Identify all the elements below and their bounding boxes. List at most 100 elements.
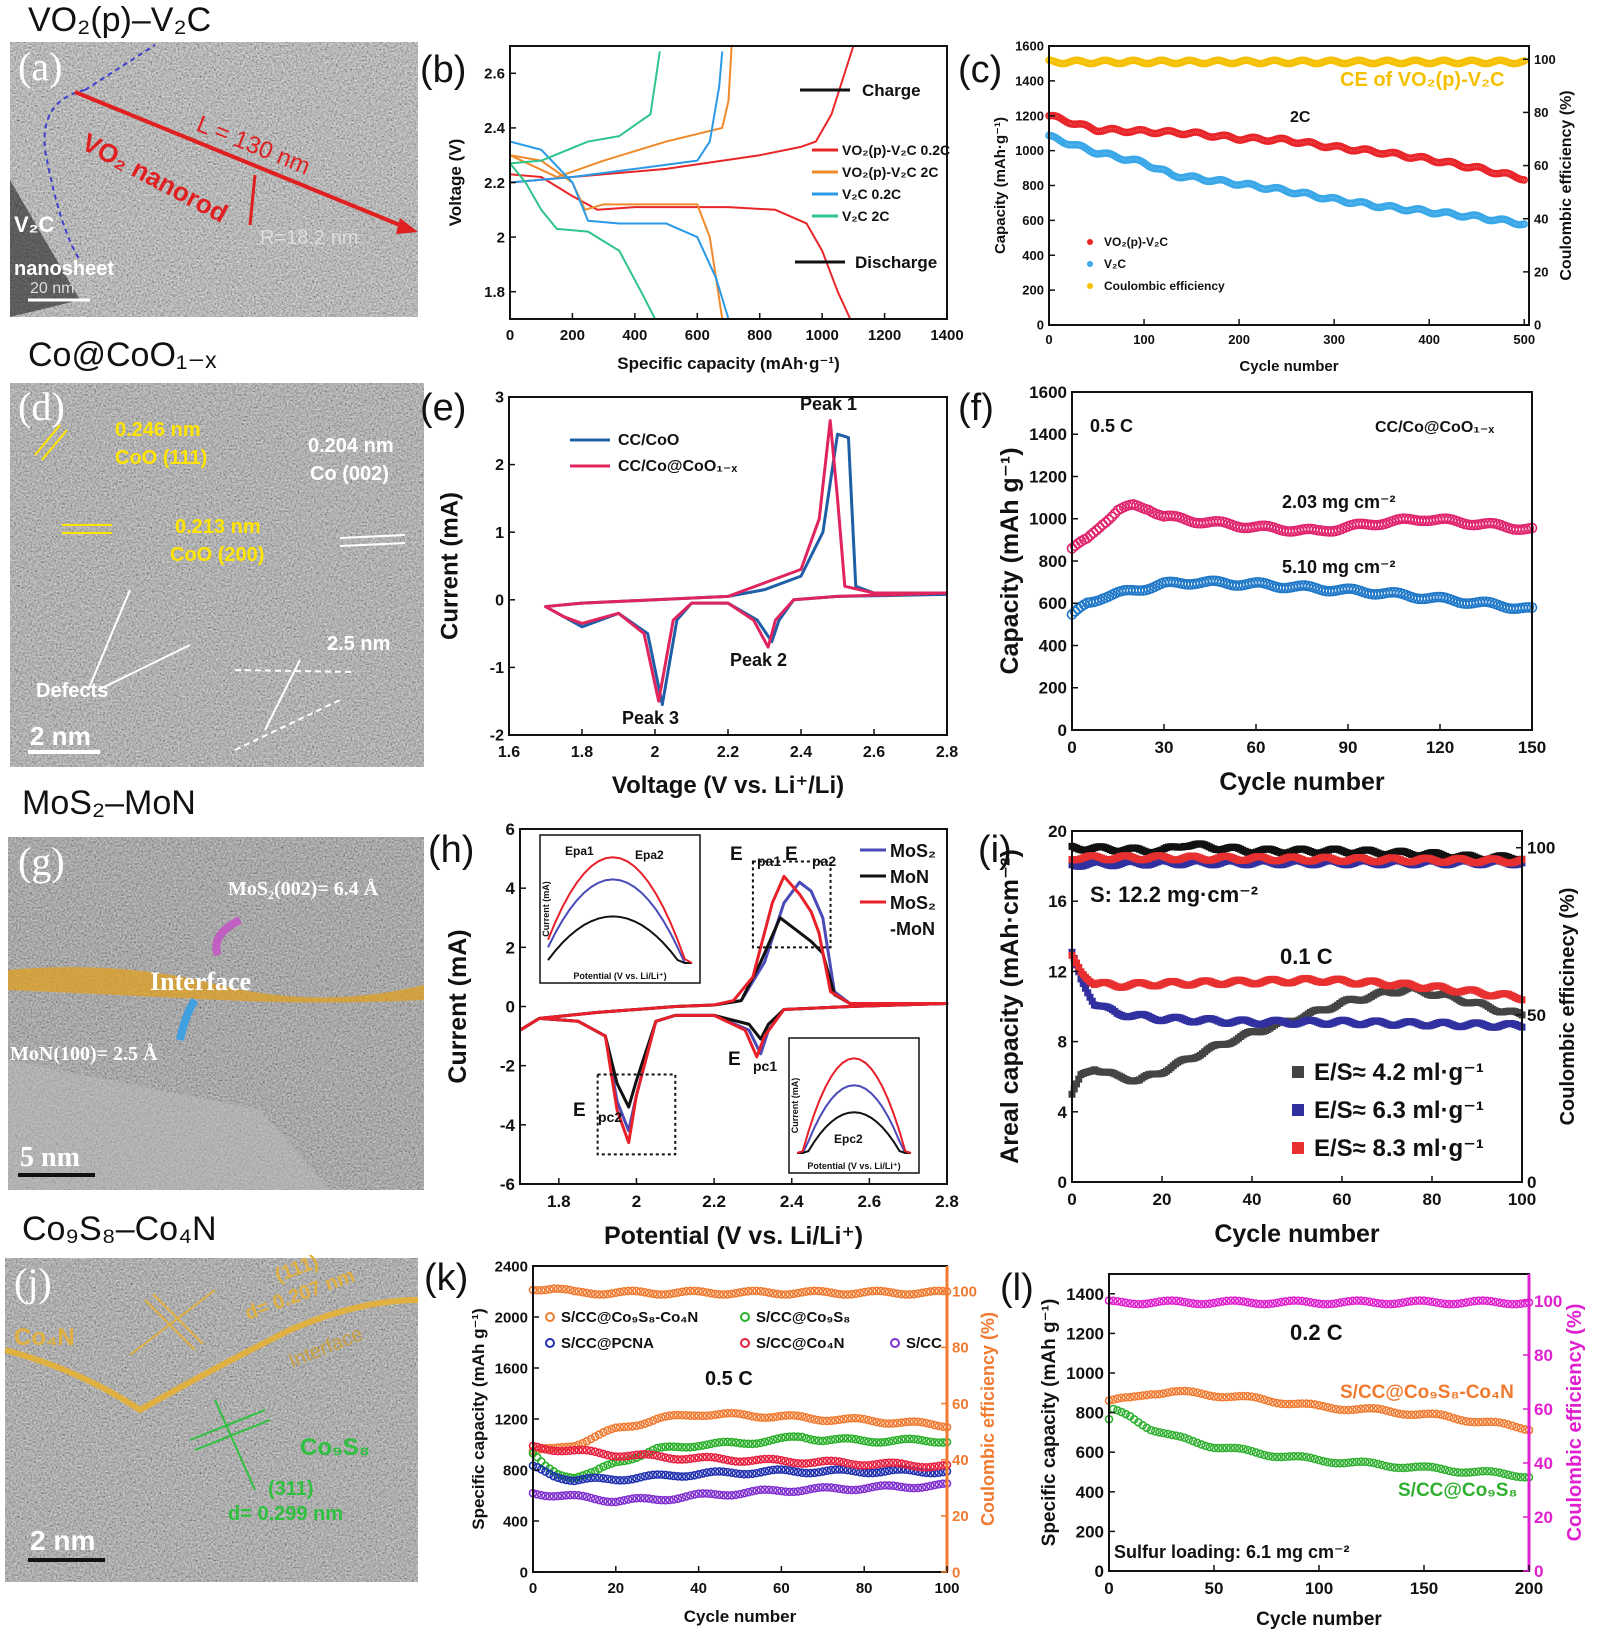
data-point [615, 1452, 625, 1461]
data-point [1297, 1399, 1307, 1408]
data-point [1218, 1392, 1227, 1402]
tem-image-a: (a) L = 130 nm VO₂ nanorod R=18.2 nm V₂C… [10, 42, 418, 317]
data-point [797, 1459, 807, 1468]
data-point [1293, 1296, 1303, 1305]
x-tick-label: 1000 [805, 327, 838, 344]
data-point [810, 1468, 819, 1478]
data-point [574, 1491, 583, 1500]
inset-plot: Potential (V vs. Li/Li⁺) Current (mA) Epa1… [539, 834, 701, 984]
data-point [876, 1418, 886, 1428]
x-tick-label: 1.6 [498, 744, 520, 761]
plot-frame [508, 396, 948, 736]
data-point [1457, 1298, 1467, 1308]
data-point [822, 1436, 832, 1445]
inset-series-line [797, 1111, 911, 1154]
data-point [632, 1450, 641, 1460]
x-tick-label: 2.4 [790, 744, 812, 761]
inset-series-line [796, 1057, 912, 1154]
data-point [1113, 1296, 1122, 1306]
data-point [1255, 1449, 1265, 1459]
x-tick-label: 100 [1508, 1190, 1536, 1209]
x-tick-label: 600 [685, 327, 710, 344]
x-tick-label: 40 [1243, 1190, 1262, 1209]
data-point [1113, 1406, 1122, 1415]
data-point [698, 1287, 708, 1297]
data-point [1381, 1299, 1391, 1309]
data-point [1180, 1433, 1189, 1443]
data-point [1188, 1436, 1198, 1446]
data-point [1507, 1421, 1517, 1431]
legend-label: VO₂(p)-V₂C 2C [842, 164, 938, 180]
data-point [657, 1452, 666, 1461]
data-point [1314, 1455, 1324, 1465]
data-point [1125, 1299, 1135, 1308]
data-point [917, 1468, 927, 1477]
y-tick-label: 2000 [495, 1309, 528, 1326]
y2-tick-label: 100 [1527, 839, 1555, 858]
data-point [723, 1467, 732, 1477]
data-point [1201, 1299, 1210, 1309]
data-point [1155, 1297, 1164, 1306]
y-tick-label: -1 [490, 660, 504, 677]
x-tick-label: 2 [632, 1192, 641, 1211]
y2-axis-label: Coulombic efficiency (%) [1564, 1304, 1586, 1542]
series-markers [528, 1284, 952, 1299]
data-point [623, 1475, 633, 1485]
data-point [839, 1458, 848, 1467]
data-point [1331, 1299, 1341, 1308]
data-point [694, 1441, 703, 1451]
data-point [599, 1290, 608, 1299]
data-point [752, 1412, 761, 1422]
data-point [880, 1458, 890, 1468]
data-point [727, 1468, 737, 1478]
data-point [926, 1468, 935, 1478]
data-point [1507, 1471, 1517, 1481]
data-point [1171, 1431, 1181, 1440]
data-point [706, 1439, 716, 1449]
data-point [681, 1443, 691, 1452]
data-point [768, 1412, 778, 1422]
x-tick-label: 100 [1133, 332, 1155, 347]
data-point [611, 1452, 621, 1461]
data-point [814, 1286, 823, 1296]
data-point [868, 1468, 877, 1478]
data-point [781, 1465, 790, 1475]
data-point [541, 1467, 550, 1476]
data-point [1512, 1472, 1521, 1481]
data-point [1461, 1298, 1471, 1307]
data-point [1486, 1417, 1496, 1427]
data-point [1117, 1393, 1126, 1403]
x-tick-label: 50 [1205, 1579, 1224, 1598]
data-point [839, 1434, 848, 1443]
data-point [1281, 1399, 1290, 1409]
data-point [810, 1286, 819, 1296]
data-point [748, 1469, 757, 1479]
y-tick-label: 800 [1076, 1404, 1104, 1423]
data-point [714, 1290, 724, 1299]
data-point [1213, 1392, 1223, 1402]
data-point [1369, 1298, 1378, 1307]
data-point [1192, 1438, 1202, 1448]
data-point [1306, 1453, 1315, 1463]
data-point [1411, 1462, 1420, 1472]
data-point [921, 1468, 931, 1478]
data-point [1352, 1296, 1362, 1305]
data-point [926, 1287, 935, 1296]
data-point [1088, 997, 1096, 1005]
data-point [764, 1413, 774, 1422]
y-tick-label: 1400 [1029, 425, 1067, 444]
data-point [640, 1493, 650, 1503]
data-point [731, 1288, 741, 1298]
data-point [880, 1467, 890, 1476]
x-tick-label: 30 [1155, 738, 1174, 757]
data-point [1268, 1397, 1278, 1407]
data-point [549, 1491, 559, 1501]
data-point [607, 1497, 616, 1507]
co9s8-label: Co₉S₈ [300, 1434, 370, 1461]
data-point [768, 1289, 778, 1298]
data-point [1495, 1298, 1504, 1307]
y-tick-label: 1.8 [484, 284, 505, 301]
data-point [1419, 1296, 1429, 1306]
data-point [652, 1289, 662, 1299]
